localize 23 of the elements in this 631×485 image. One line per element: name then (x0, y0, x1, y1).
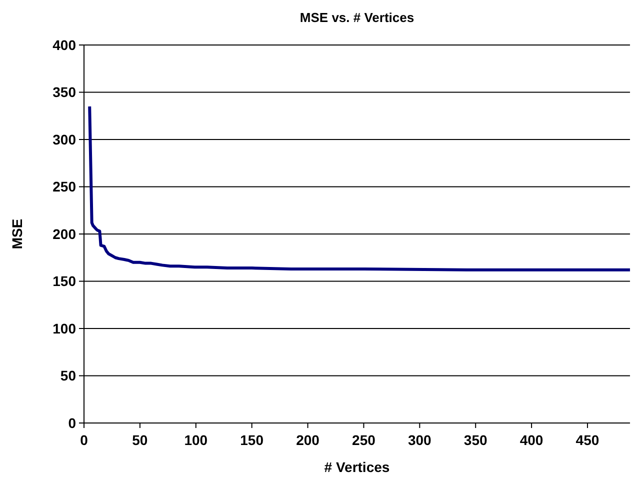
chart-title: MSE vs. # Vertices (300, 10, 414, 25)
y-axis-title: MSE (9, 218, 25, 250)
y-tick-label: 50 (60, 368, 76, 384)
x-tick-label: 100 (184, 432, 208, 448)
y-tick-label: 250 (52, 178, 76, 195)
x-tick-label: 0 (80, 432, 88, 448)
x-tick-label: 350 (464, 432, 488, 448)
y-tick-label: 150 (52, 273, 76, 290)
y-tick-label: 200 (52, 226, 76, 242)
y-tick-label: 100 (52, 320, 76, 336)
x-tick-label: 50 (132, 432, 148, 448)
x-tick-label: 450 (576, 432, 600, 448)
x-tick-label: 250 (352, 432, 376, 448)
line-series (88, 104, 631, 272)
x-tick-label: 300 (408, 432, 432, 448)
y-tick-label: 350 (52, 84, 76, 100)
y-tick-label: 300 (52, 131, 76, 148)
x-tick-label: 200 (296, 432, 320, 448)
y-tick-label: 0 (68, 414, 76, 431)
x-axis-title: # Vertices (324, 459, 390, 475)
x-tick-label: 150 (240, 432, 264, 448)
x-tick-label: 400 (520, 432, 544, 448)
y-tick-label: 400 (52, 36, 76, 53)
